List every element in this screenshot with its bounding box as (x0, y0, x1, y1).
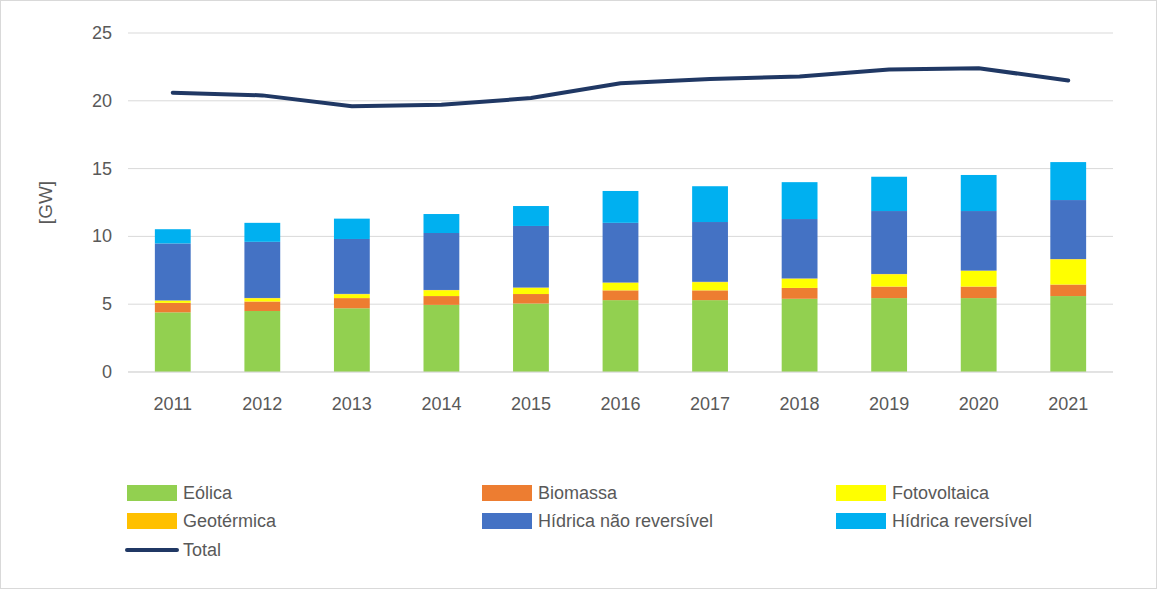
bar-segment (513, 304, 549, 372)
bar-segment (244, 311, 280, 372)
bar-segment (961, 271, 997, 287)
bar-segment (513, 206, 549, 226)
legend-label: Hídrica não reversível (538, 511, 713, 531)
x-tick-label: 2012 (242, 394, 282, 414)
bar-segment (244, 242, 280, 298)
y-axis-label: [GW] (35, 181, 56, 224)
legend: Eólica Biomassa Fotovoltaica Geotérmica Hídr… (127, 483, 1032, 560)
bar-segment (334, 298, 370, 308)
x-axis-line (128, 372, 1113, 373)
x-tick-label: 2014 (421, 394, 461, 414)
bar-segment (603, 300, 639, 372)
grid-line (128, 100, 1113, 101)
bar-segment (961, 211, 997, 271)
x-tick-label: 2017 (690, 394, 730, 414)
bar-segment (334, 219, 370, 239)
bar-segment (692, 300, 728, 372)
bar-segment (155, 229, 191, 243)
x-tick-label: 2018 (780, 394, 820, 414)
bar-segment (782, 279, 818, 288)
bar-segment (782, 219, 818, 278)
bar-segment (871, 211, 907, 274)
grid-line (128, 372, 1113, 373)
y-tick-label: 20 (92, 91, 112, 111)
bar-segment (782, 182, 818, 219)
legend-swatch (836, 485, 886, 501)
bar-segment (513, 226, 549, 288)
bar-segment (961, 287, 997, 299)
x-tick-label: 2020 (959, 394, 999, 414)
bar-segment (424, 305, 460, 372)
bar-segment (961, 175, 997, 211)
legend-label: Total (183, 540, 221, 560)
bar-segment (961, 298, 997, 372)
legend-swatch (127, 548, 177, 552)
chart-frame (1, 1, 1157, 589)
x-tick-label: 2011 (153, 394, 192, 414)
bar-segment (155, 312, 191, 372)
grid-line (128, 168, 1113, 169)
legend-label: Biomassa (538, 483, 618, 503)
bar-segment (1050, 162, 1086, 200)
legend-swatch (836, 513, 886, 529)
x-tick-label: 2021 (1048, 394, 1088, 414)
bar-segment (603, 191, 639, 223)
legend-swatch (127, 513, 177, 529)
bar-segment (155, 243, 191, 300)
x-tick-label: 2015 (511, 394, 551, 414)
bar-segment (1050, 200, 1086, 259)
bar-segment (603, 223, 639, 283)
legend-swatch (482, 513, 532, 529)
y-tick-label: 0 (102, 362, 112, 382)
legend-swatch (482, 485, 532, 501)
bar-segment (424, 214, 460, 233)
legend-label: Fotovoltaica (892, 483, 990, 503)
legend-swatch (127, 485, 177, 501)
bar-segment (871, 298, 907, 372)
bar-segment (513, 288, 549, 294)
bar-segment (692, 290, 728, 300)
bar-segment (871, 274, 907, 286)
legend-label: Hídrica reversível (892, 511, 1032, 531)
bar-segment (424, 296, 460, 305)
bar-segment (692, 282, 728, 290)
legend-label: Eólica (183, 483, 233, 503)
bar-segment (513, 294, 549, 303)
bar-segment (334, 308, 370, 372)
bar-segment (334, 239, 370, 294)
bar-segment (1050, 296, 1086, 372)
y-tick-label: 15 (92, 159, 112, 179)
bar-segment (155, 301, 191, 303)
bar-segment (1050, 285, 1086, 297)
x-tick-label: 2016 (600, 394, 640, 414)
bar-segment (871, 177, 907, 211)
bar-segment (692, 186, 728, 222)
marks (155, 68, 1086, 372)
bar-segment (1050, 259, 1086, 284)
x-tick-label: 2013 (332, 394, 372, 414)
grid-line (128, 33, 1113, 34)
chart-container: 0 5 10 15 20 25 [GW] 2011 2012 2013 2014 2015 2016 20… (0, 0, 1157, 589)
bar-segment (424, 233, 460, 290)
legend-label: Geotérmica (183, 511, 277, 531)
bar-segment (244, 223, 280, 242)
y-tick-label: 10 (92, 226, 112, 246)
y-tick-label: 5 (102, 294, 112, 314)
line-series (173, 68, 1068, 106)
bar-segment (603, 283, 639, 290)
grid (128, 33, 1113, 372)
bar-segment (871, 287, 907, 299)
bar-segment (692, 222, 728, 282)
bar-segment (424, 290, 460, 296)
bar-segment (155, 303, 191, 312)
x-tick-label: 2019 (869, 394, 909, 414)
bar-segment (782, 299, 818, 372)
bar-segment (334, 294, 370, 298)
bar-segment (603, 290, 639, 300)
bar-segment (244, 301, 280, 310)
chart-svg: 0 5 10 15 20 25 [GW] 2011 2012 2013 2014 2015 2016 20… (0, 0, 1157, 589)
bar-segment (782, 288, 818, 299)
bar-segment (244, 298, 280, 301)
y-tick-label: 25 (92, 23, 112, 43)
